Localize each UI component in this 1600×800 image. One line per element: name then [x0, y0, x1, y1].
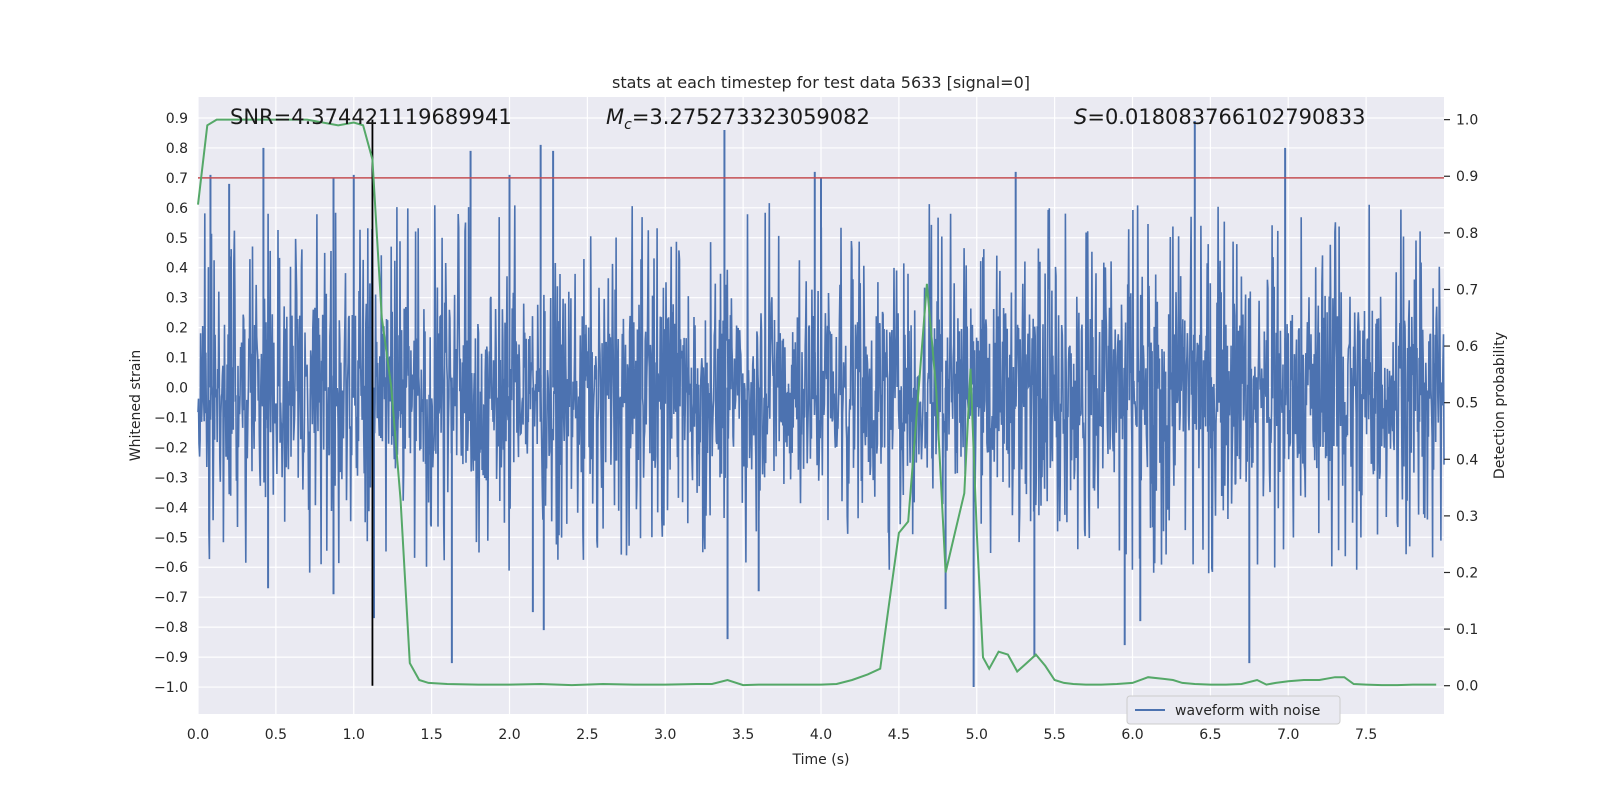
x-tick-label: 3.5	[732, 727, 754, 743]
x-axis-ticks: 0.0 0.5 1.0 1.5 2.0 2.5 3.0 3.5 4.0 4.5 5.0 5.5 6.0 6…	[187, 727, 1377, 743]
y-left-tick-label: −0.2	[154, 440, 188, 456]
annotation-mc: Mc=3.275273323059082	[606, 105, 870, 133]
x-tick-label: 2.5	[576, 727, 598, 743]
y-left-tick-label: −0.7	[154, 590, 188, 606]
y-right-tick-label: 0.6	[1456, 339, 1478, 355]
y-left-tick-label: −1.0	[154, 680, 188, 696]
y-right-tick-label: 1.0	[1456, 113, 1478, 129]
x-tick-label: 7.0	[1277, 727, 1299, 743]
series-waveform-with-noise	[197, 120, 1445, 688]
legend-entry-waveform: waveform with noise	[1175, 703, 1320, 719]
legend-box	[1126, 695, 1341, 725]
series-detection-probability	[197, 118, 1437, 687]
legend: waveform with noise	[1126, 695, 1341, 725]
y-right-tick-label: 0.4	[1456, 452, 1478, 468]
y-right-tick-label: 0.8	[1456, 226, 1478, 242]
y-left-tick-label: 0.1	[166, 351, 188, 367]
x-tick-label: 2.0	[498, 727, 520, 743]
y-right-tick-label: 0.5	[1456, 396, 1478, 412]
x-tick-label: 3.0	[654, 727, 676, 743]
y-left-axis-ticks: 0.9 0.8 0.7 0.6 0.5 0.4 0.3 0.2 0.1 0.0 −0.1 −0.2 −0…	[154, 111, 188, 696]
y-right-tick-label: 0.3	[1456, 509, 1478, 525]
x-tick-label: 4.0	[810, 727, 832, 743]
y-left-tick-label: −0.5	[154, 530, 188, 546]
y-left-tick-label: 0.5	[166, 231, 188, 247]
annotation-s: S=0.018083766102790833	[1074, 105, 1365, 129]
x-tick-label: 7.5	[1355, 727, 1377, 743]
y-right-tick-label: 0.9	[1456, 169, 1478, 185]
y-left-tick-label: −0.8	[154, 620, 188, 636]
y-left-tick-label: −0.1	[154, 410, 188, 426]
y-right-axis-ticks: 1.0 0.9 0.8 0.7 0.6 0.5 0.4 0.3 0.2 0.1 0.0	[1444, 113, 1478, 695]
y-axis-label-right: Detection probability	[1492, 332, 1508, 479]
annotation-snr: SNR=4.374421119689941	[230, 105, 512, 129]
x-tick-label: 6.5	[1199, 727, 1221, 743]
x-tick-label: 4.5	[888, 727, 910, 743]
x-tick-label: 0.5	[265, 727, 287, 743]
y-left-tick-label: −0.9	[154, 650, 188, 666]
y-left-tick-label: 0.0	[166, 381, 188, 397]
y-left-tick-label: −0.6	[154, 560, 188, 576]
annotation-mc-value: =3.275273323059082	[632, 105, 870, 129]
y-left-tick-label: 0.9	[166, 111, 188, 127]
y-left-tick-label: 0.3	[166, 291, 188, 307]
y-right-tick-label: 0.1	[1456, 622, 1478, 638]
y-right-tick-label: 0.7	[1456, 282, 1478, 298]
y-left-tick-label: 0.6	[166, 201, 188, 217]
x-tick-label: 1.0	[343, 727, 365, 743]
annotation-s-symbol: S	[1074, 105, 1087, 129]
y-axis-label-left: Whitened strain	[128, 350, 144, 461]
y-right-tick-label: 0.2	[1456, 565, 1478, 581]
x-tick-label: 5.0	[966, 727, 988, 743]
y-right-tick-label: 0.0	[1456, 679, 1478, 695]
probability-line	[197, 118, 1437, 687]
x-tick-label: 6.0	[1121, 727, 1143, 743]
y-left-tick-label: −0.3	[154, 470, 188, 486]
annotation-s-value: =0.018083766102790833	[1087, 105, 1365, 129]
y-left-tick-label: 0.2	[166, 321, 188, 337]
y-left-tick-label: 0.8	[166, 141, 188, 157]
x-tick-label: 5.5	[1043, 727, 1065, 743]
y-left-tick-label: −0.4	[154, 500, 188, 516]
x-tick-label: 0.0	[187, 727, 209, 743]
y-left-tick-label: 0.7	[166, 171, 188, 187]
x-tick-label: 1.5	[420, 727, 442, 743]
x-axis-label: Time (s)	[792, 752, 850, 768]
chart-title: stats at each timestep for test data 563…	[612, 73, 1030, 92]
annotation-mc-symbol: M	[606, 105, 624, 129]
annotation-mc-subscript: c	[624, 117, 632, 133]
y-left-tick-label: 0.4	[166, 261, 188, 277]
